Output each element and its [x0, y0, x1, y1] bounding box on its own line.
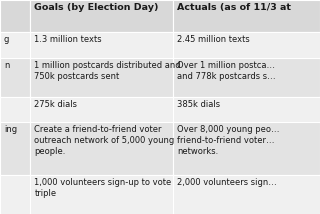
Text: ing: ing — [4, 125, 17, 134]
Text: 1 million postcards distributed and
750k postcards sent: 1 million postcards distributed and 750k… — [35, 61, 181, 82]
Bar — [173, 97, 320, 122]
Bar — [173, 175, 320, 214]
Text: 1,000 volunteers sign-up to vote
triple: 1,000 volunteers sign-up to vote triple — [35, 178, 172, 198]
Bar — [0, 175, 30, 214]
Bar — [173, 0, 320, 32]
Bar — [30, 122, 173, 175]
Bar — [0, 58, 30, 97]
Bar — [0, 97, 30, 122]
Text: 1.3 million texts: 1.3 million texts — [35, 35, 102, 44]
Bar — [173, 122, 320, 175]
Bar — [30, 0, 173, 32]
Bar — [30, 97, 173, 122]
Text: g: g — [4, 35, 9, 44]
Bar — [0, 0, 30, 32]
Bar — [0, 122, 30, 175]
Text: Goals (by Election Day): Goals (by Election Day) — [35, 3, 159, 12]
Text: 275k dials: 275k dials — [35, 100, 77, 109]
Text: Actuals (as of 11/3 at: Actuals (as of 11/3 at — [177, 3, 291, 12]
Text: 2.45 million texts: 2.45 million texts — [177, 35, 250, 44]
Text: Over 1 million postca…
and 778k postcards s…: Over 1 million postca… and 778k postcard… — [177, 61, 276, 82]
Text: Create a friend-to-friend voter
outreach network of 5,000 young
people.: Create a friend-to-friend voter outreach… — [35, 125, 175, 156]
Text: 385k dials: 385k dials — [177, 100, 220, 109]
Bar — [0, 32, 30, 58]
Text: 2,000 volunteers sign…: 2,000 volunteers sign… — [177, 178, 276, 187]
Bar — [173, 58, 320, 97]
Bar — [173, 32, 320, 58]
Bar — [30, 32, 173, 58]
Text: Over 8,000 young peo…
friend-to-friend voter…
networks.: Over 8,000 young peo… friend-to-friend v… — [177, 125, 279, 156]
Text: n: n — [4, 61, 9, 70]
Bar — [30, 58, 173, 97]
Bar — [30, 175, 173, 214]
